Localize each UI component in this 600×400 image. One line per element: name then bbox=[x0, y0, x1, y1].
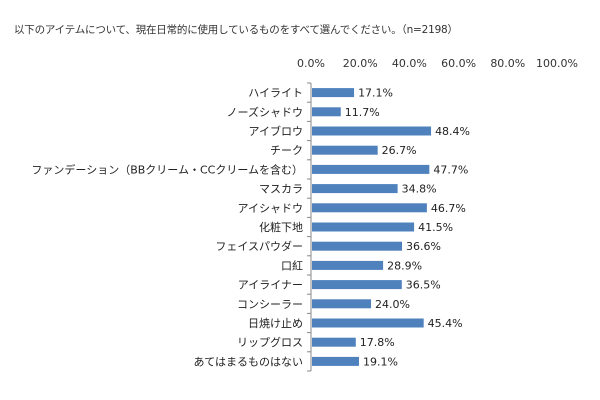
category-label: アイシャドウ bbox=[238, 202, 303, 215]
data-label: 41.5% bbox=[418, 221, 453, 234]
category-label: ハイライト bbox=[248, 87, 303, 100]
bar bbox=[312, 145, 378, 155]
data-label: 26.7% bbox=[382, 144, 417, 157]
bar bbox=[312, 164, 430, 174]
data-label: 46.7% bbox=[431, 202, 466, 215]
bar bbox=[312, 126, 432, 136]
category-label: あてはまるものはない bbox=[193, 355, 303, 368]
chart-title: 以下のアイテムについて、現在日常的に使用しているものをすべて選んでください。（n… bbox=[14, 24, 458, 36]
data-label: 47.7% bbox=[433, 163, 468, 176]
data-label: 19.1% bbox=[363, 355, 398, 368]
category-label: 化粧下地 bbox=[259, 220, 303, 234]
x-tick-label: 0.0% bbox=[297, 57, 325, 70]
x-tick-label: 80.0% bbox=[490, 57, 525, 70]
category-label: チーク bbox=[270, 144, 303, 157]
bar bbox=[312, 203, 427, 213]
bar bbox=[312, 241, 403, 251]
x-tick-label: 40.0% bbox=[392, 57, 427, 70]
x-tick-label: 20.0% bbox=[343, 57, 378, 70]
category-label: 口紅 bbox=[281, 259, 303, 272]
data-label: 45.4% bbox=[428, 317, 463, 330]
data-label: 36.5% bbox=[406, 279, 441, 292]
category-label: アイブロウ bbox=[249, 124, 303, 138]
data-label: 17.1% bbox=[358, 87, 393, 100]
bar bbox=[312, 88, 355, 98]
category-label: コンシーラー bbox=[237, 298, 303, 311]
data-label: 11.7% bbox=[345, 106, 380, 119]
data-label: 48.4% bbox=[435, 125, 470, 138]
data-label: 17.8% bbox=[360, 336, 395, 349]
category-label: ノーズシャドウ bbox=[227, 105, 303, 119]
bar bbox=[312, 280, 402, 290]
bar bbox=[312, 337, 356, 347]
data-label: 28.9% bbox=[387, 259, 422, 272]
category-label: マスカラ bbox=[259, 183, 303, 196]
x-tick-label: 60.0% bbox=[441, 57, 476, 70]
category-label: リップグロス bbox=[237, 335, 303, 349]
x-tick-label: 100.0% bbox=[536, 57, 578, 70]
category-label: ファンデーション（BBクリーム・CCクリームを含む） bbox=[31, 162, 303, 176]
category-label: アイライナー bbox=[238, 279, 303, 292]
bar bbox=[312, 260, 384, 270]
category-label: フェイスパウダー bbox=[215, 239, 303, 253]
bar bbox=[312, 318, 424, 328]
bar bbox=[312, 356, 359, 366]
bar bbox=[312, 299, 372, 309]
bar bbox=[312, 222, 415, 232]
data-label: 36.6% bbox=[406, 240, 441, 253]
data-label: 34.8% bbox=[402, 183, 437, 196]
bar bbox=[312, 184, 398, 194]
bar bbox=[312, 107, 341, 117]
category-label: 日焼け止め bbox=[248, 317, 303, 330]
data-label: 24.0% bbox=[375, 298, 410, 311]
